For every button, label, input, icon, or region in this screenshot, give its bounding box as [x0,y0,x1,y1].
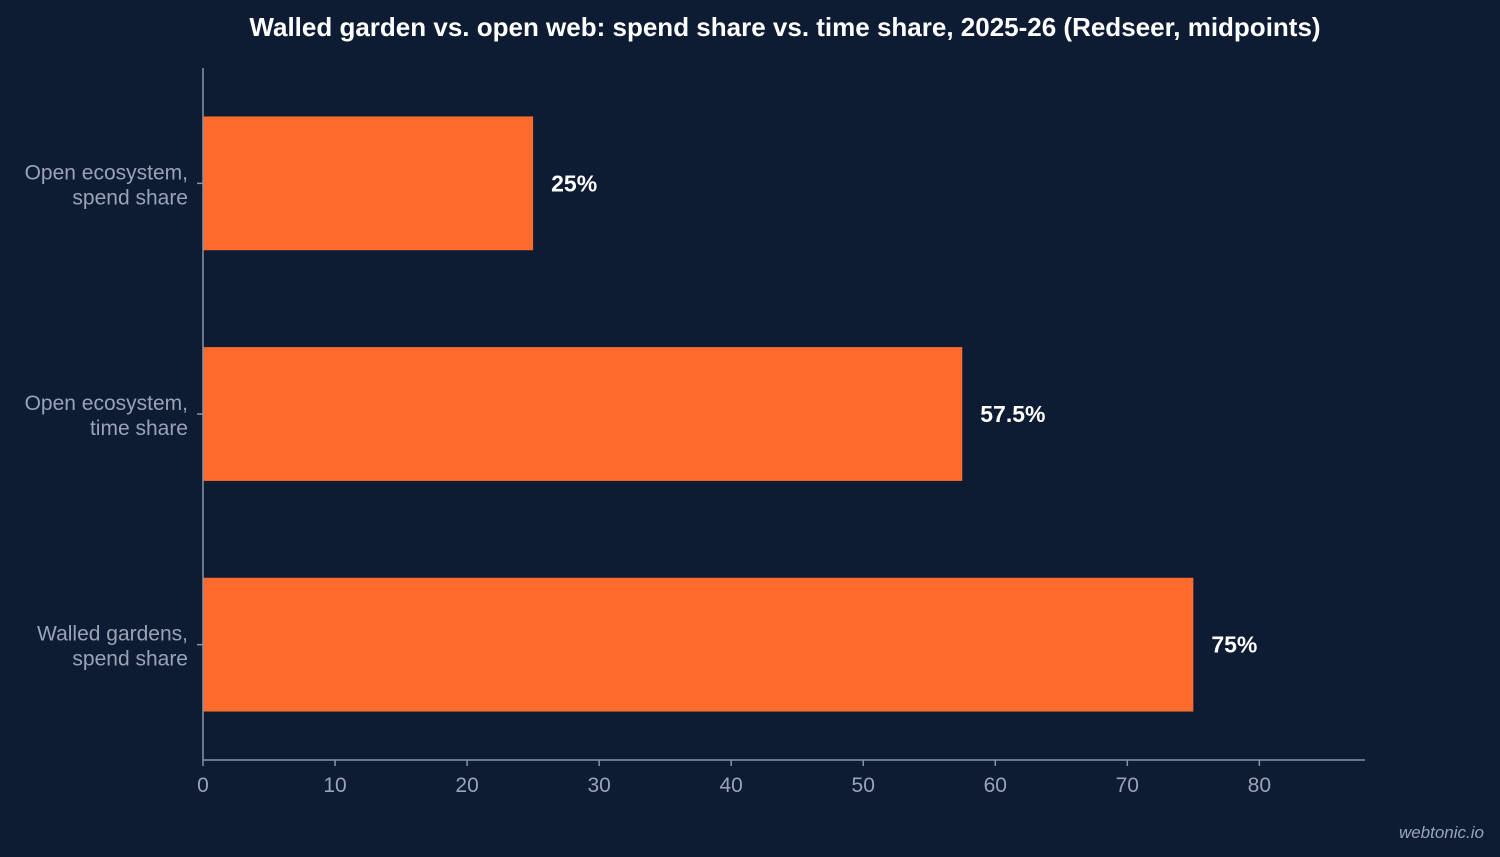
bar [203,347,963,481]
watermark: webtonic.io [1398,823,1484,842]
data-label: 57.5% [980,401,1045,427]
x-tick-label: 10 [323,774,346,797]
x-tick-label: 0 [197,774,209,797]
x-tick-label: 70 [1116,774,1139,797]
x-tick-label: 30 [587,774,610,797]
category-label: Open ecosystem, time share [25,392,188,440]
x-tick-label: 20 [455,774,478,797]
bar [203,116,534,251]
x-tick-label: 80 [1248,774,1271,797]
x-tick-label: 40 [720,774,743,797]
category-label: Walled gardens, spend share [37,623,188,671]
category-label: Open ecosystem, spend share [25,161,188,209]
chart-title: Walled garden vs. open web: spend share … [249,12,1321,42]
x-tick-label: 50 [852,774,875,797]
data-label: 25% [551,170,597,196]
bar [203,577,1194,712]
data-label: 75% [1211,632,1257,658]
x-tick-label: 60 [984,774,1007,797]
